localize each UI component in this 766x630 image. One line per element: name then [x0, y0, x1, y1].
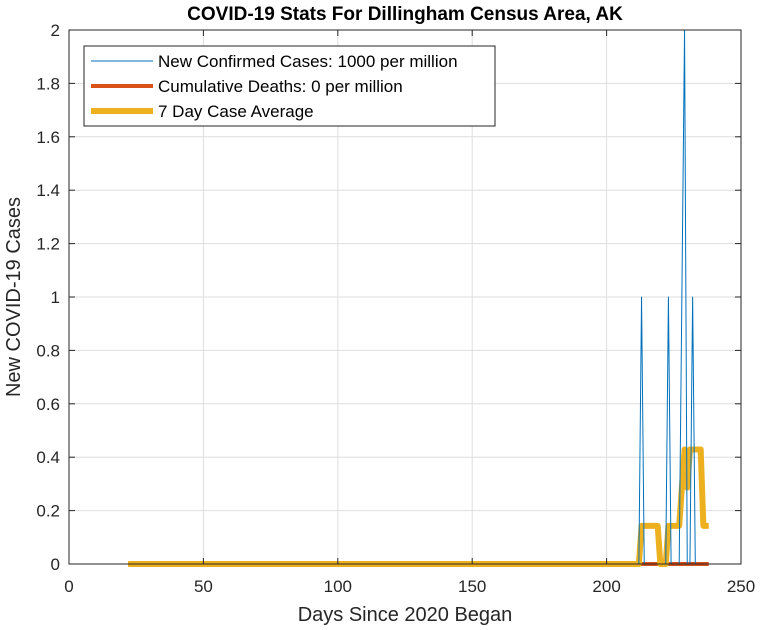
legend: New Confirmed Cases: 1000 per million Cu… [83, 45, 496, 127]
y-tick-label: 0 [51, 555, 60, 574]
y-tick-label: 1.2 [36, 235, 60, 254]
x-tick-label: 150 [458, 577, 486, 596]
y-tick-label: 0.8 [36, 341, 60, 360]
y-axis-label: New COVID-19 Cases [3, 197, 25, 397]
x-axis-label: Days Since 2020 Began [298, 604, 513, 626]
y-tick-label: 0.2 [36, 502, 60, 521]
legend-label-new-cases: New Confirmed Cases: 1000 per million [158, 52, 458, 71]
x-tick-label: 0 [64, 577, 73, 596]
x-tick-label: 50 [194, 577, 213, 596]
x-tick-label: 100 [324, 577, 352, 596]
ticks: 0 50 100 150 200 250 0 0.2 0.4 0.6 0.8 1 1.2 1.4 1.6 1.… [36, 21, 755, 596]
series-7day-average-line [128, 446, 709, 567]
x-tick-label: 250 [727, 577, 755, 596]
y-tick-label: 1.4 [36, 181, 60, 200]
y-tick-label: 1 [51, 288, 60, 307]
x-tick-label: 200 [592, 577, 620, 596]
legend-label-deaths: Cumulative Deaths: 0 per million [158, 77, 403, 96]
y-tick-label: 1.6 [36, 128, 60, 147]
y-tick-label: 0.4 [36, 448, 60, 467]
chart-title: COVID-19 Stats For Dillingham Census Are… [187, 4, 623, 25]
y-tick-label: 0.6 [36, 395, 60, 414]
legend-label-7day-average: 7 Day Case Average [158, 102, 314, 121]
y-tick-label: 1.8 [36, 74, 60, 93]
y-tick-label: 2 [51, 21, 60, 40]
